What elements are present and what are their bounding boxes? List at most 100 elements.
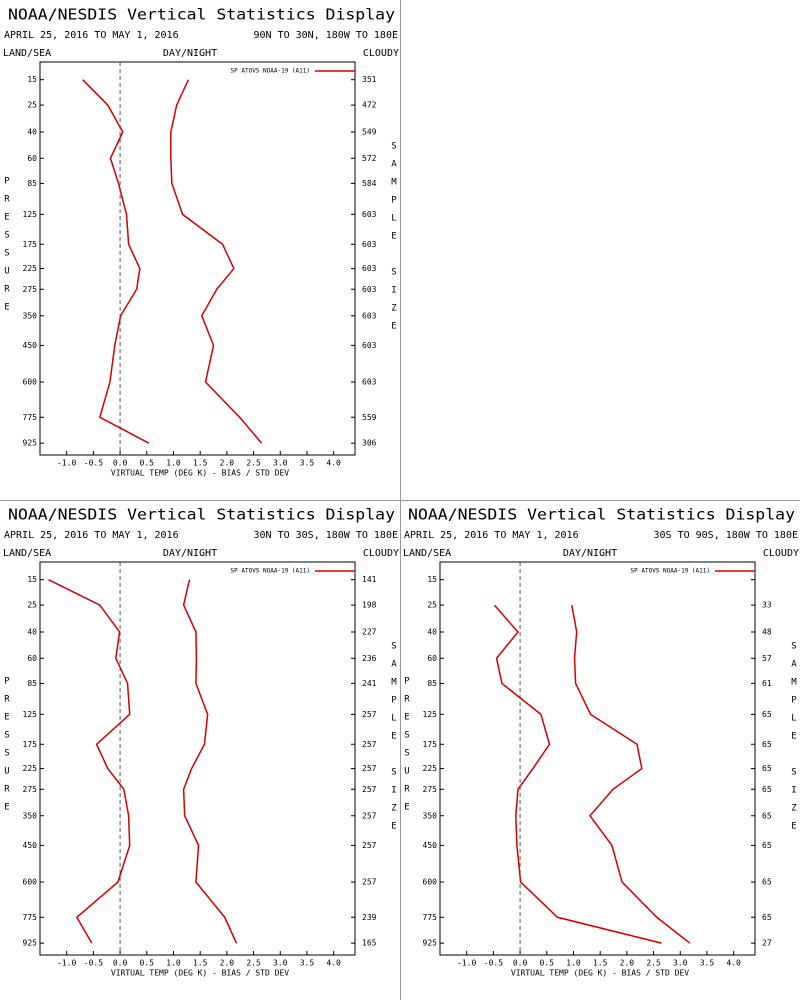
y2-axis-label: SAMPLE SIZE [791,642,797,832]
sample-size: 257 [362,878,377,887]
x-tick-label: 1.5 [593,959,608,968]
y-tick-label: 225 [423,764,438,773]
x-tick-label: 3.5 [700,959,715,968]
y2-axis-label: SAMPLE SIZE [391,142,397,332]
y-tick-label: 350 [423,811,438,820]
x-tick-label: -1.0 [57,959,76,968]
x-tick-label: -1.0 [57,459,76,468]
x-tick-label: 3.5 [300,959,315,968]
x-tick-label: -0.5 [484,959,503,968]
region: 30S TO 90S, 180W TO 180E [654,530,799,541]
y-tick-label: 925 [23,939,38,948]
x-tick-label: 4.0 [326,459,341,468]
x-tick-label: 3.0 [673,959,688,968]
x-tick-label: 2.5 [646,959,661,968]
y-tick-label: 350 [23,811,38,820]
x-tick-label: 3.0 [273,459,288,468]
sample-size: 57 [762,654,772,663]
y-tick-label: 450 [23,341,38,350]
y-tick-label: 600 [23,378,38,387]
profile-line [571,604,691,944]
title: NOAA/NESDIS Vertical Statistics Display [8,6,395,24]
sample-size: 257 [362,740,377,749]
x-tick-label: 1.0 [166,459,181,468]
x-tick-label: 0.0 [113,959,128,968]
sample-size: 141 [362,575,377,584]
x-tick-label: 0.0 [513,959,528,968]
profile-line [82,79,150,444]
y-tick-label: 40 [27,627,37,636]
sample-size: 65 [762,764,772,773]
x-tick-label: 2.5 [246,459,261,468]
sample-size: 572 [362,154,377,163]
y-tick-label: 15 [27,575,37,584]
legend-label: SP ATOVS NOAA-19 (A11) [231,568,310,575]
y-tick-label: 925 [23,439,38,448]
y-tick-label: 60 [27,654,37,663]
y-tick-label: 925 [423,939,438,948]
y-tick-label: 775 [23,913,38,922]
y-tick-label: 275 [423,785,438,794]
title: NOAA/NESDIS Vertical Statistics Display [8,506,395,524]
sample-size: 236 [362,654,377,663]
region: 30N TO 30S, 180W TO 180E [254,530,399,541]
legend-label: SP ATOVS NOAA-19 (A11) [231,68,310,75]
x-tick-label: 2.0 [220,959,235,968]
y-tick-label: 275 [23,785,38,794]
sample-size: 257 [362,841,377,850]
y-tick-label: 40 [27,127,37,136]
x-tick-label: 1.5 [193,459,208,468]
sample-size: 257 [362,710,377,719]
y-tick-label: 25 [27,601,37,610]
sample-size: 603 [362,240,377,249]
sample-size: 65 [762,841,772,850]
x-tick-label: 1.5 [193,959,208,968]
y-tick-label: 15 [427,575,437,584]
x-tick-label: 0.0 [113,459,128,468]
x-tick-label: -1.0 [457,959,476,968]
x-tick-label: -0.5 [84,959,103,968]
y-tick-label: 175 [23,240,38,249]
y-tick-label: 225 [23,264,38,273]
y-tick-label: 600 [23,878,38,887]
subtitle: APRIL 25, 2016 TO MAY 1, 2016 [404,530,579,541]
day-night: DAY/NIGHT [563,548,617,559]
sample-size: 257 [362,785,377,794]
sample-size: 239 [362,913,377,922]
x-tick-label: 0.5 [140,959,155,968]
y-tick-label: 450 [423,841,438,850]
legend-label: SP ATOVS NOAA-19 (A11) [631,568,710,575]
sample-size: 241 [362,679,377,688]
subtitle: APRIL 25, 2016 TO MAY 1, 2016 [4,30,179,41]
cloudy: CLOUDY [363,548,399,559]
sample-size: 603 [362,311,377,320]
y-tick-label: 775 [423,913,438,922]
sample-size: 65 [762,878,772,887]
profile-line [170,79,263,444]
sample-size: 65 [762,785,772,794]
plot-frame [39,561,356,956]
x-tick-label: 0.5 [140,459,155,468]
sample-size: 603 [362,210,377,219]
x-axis-label: VIRTUAL TEMP (DEG K) - BIAS / STD DEV [111,469,289,478]
x-tick-label: 2.0 [620,959,635,968]
day-night: DAY/NIGHT [163,548,217,559]
y-tick-label: 350 [23,311,38,320]
panel: NOAA/NESDIS Vertical Statistics Display A… [403,506,799,978]
sample-size: 351 [362,75,377,84]
plot-frame [439,561,756,956]
sample-size: 603 [362,285,377,294]
region: 90N TO 30N, 180W TO 180E [254,30,399,41]
sample-size: 257 [362,764,377,773]
panel: NOAA/NESDIS Vertical Statistics Display A… [3,506,399,978]
plot-frame [39,61,356,456]
sample-size: 603 [362,264,377,273]
sample-size: 603 [362,378,377,387]
y-tick-label: 85 [27,679,37,688]
x-tick-label: 3.0 [273,959,288,968]
x-tick-label: 4.0 [326,959,341,968]
y2-axis-label: SAMPLE SIZE [391,642,397,832]
sample-size: 65 [762,913,772,922]
sample-size: 65 [762,710,772,719]
sample-size: 227 [362,627,377,636]
